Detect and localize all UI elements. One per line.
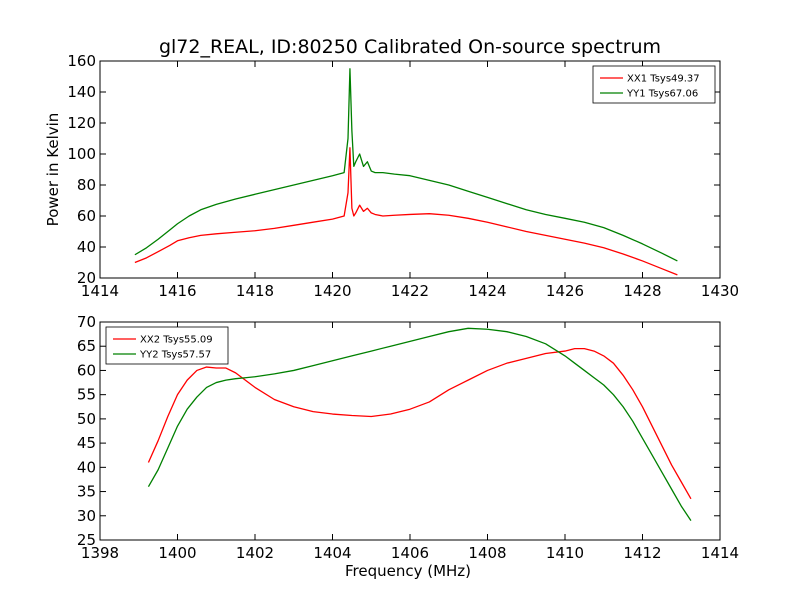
x-tick-label: 1428 bbox=[623, 282, 661, 300]
y-tick-label: 140 bbox=[67, 83, 96, 101]
y-tick-label: 55 bbox=[77, 386, 96, 404]
y-tick-label: 120 bbox=[67, 114, 96, 132]
legend-entry: XX2 Tsys55.09 bbox=[140, 335, 213, 346]
series-line-2 bbox=[134, 68, 678, 262]
x-axis-label: Frequency (MHz) bbox=[345, 562, 471, 580]
series-line-2 bbox=[147, 327, 692, 521]
legend: XX2 Tsys55.09 YY2 Tsys57.57 bbox=[105, 326, 229, 365]
x-tick-label: 1412 bbox=[623, 544, 661, 562]
legend-entry: XX1 Tsys49.37 bbox=[627, 74, 700, 85]
x-tick-label: 1410 bbox=[546, 544, 584, 562]
y-tick-label: 40 bbox=[77, 238, 96, 256]
y-tick-label: 60 bbox=[77, 361, 96, 379]
x-tick-label: 1398 bbox=[81, 544, 119, 562]
y-tick-label: 50 bbox=[77, 410, 96, 428]
y-tick-label: 25 bbox=[77, 531, 96, 549]
x-tick-label: 1402 bbox=[236, 544, 274, 562]
x-tick-label: 1414 bbox=[701, 544, 739, 562]
x-tick-label: 1400 bbox=[158, 544, 196, 562]
x-tick-label: 1426 bbox=[546, 282, 584, 300]
y-tick-label: 65 bbox=[77, 337, 96, 355]
legend: XX1 Tsys49.37 YY1 Tsys67.06 bbox=[592, 65, 716, 104]
y-tick-label: 70 bbox=[77, 313, 96, 331]
x-tick-label: 1404 bbox=[313, 544, 351, 562]
x-tick-label: 1406 bbox=[391, 544, 429, 562]
x-tick-label: 1424 bbox=[468, 282, 506, 300]
x-tick-label: 1418 bbox=[236, 282, 274, 300]
bottom-panel: 1398 1400 1402 1404 1406 1408 1410 1412 1414 25 30… bbox=[77, 313, 739, 580]
y-tick-label: 80 bbox=[77, 176, 96, 194]
x-tick-label: 1430 bbox=[701, 282, 739, 300]
y-tick-label: 60 bbox=[77, 207, 96, 225]
y-tick-label: 160 bbox=[67, 52, 96, 70]
chart-title: gl72_REAL, ID:80250 Calibrated On-source… bbox=[159, 36, 661, 58]
y-tick-label: 45 bbox=[77, 434, 96, 452]
legend-box bbox=[105, 326, 229, 365]
legend-entry: YY1 Tsys67.06 bbox=[626, 89, 698, 100]
x-tick-label: 1408 bbox=[468, 544, 506, 562]
x-tick-label: 1416 bbox=[158, 282, 196, 300]
legend-entry: YY2 Tsys57.57 bbox=[139, 350, 211, 361]
y-axis-label: Power in Kelvin bbox=[44, 113, 62, 227]
y-tick-label: 100 bbox=[67, 145, 96, 163]
y-tick-label: 35 bbox=[77, 483, 96, 501]
legend-box bbox=[592, 65, 716, 104]
x-tick-label: 1420 bbox=[313, 282, 351, 300]
x-tick-label: 1422 bbox=[391, 282, 429, 300]
y-tick-label: 20 bbox=[77, 269, 96, 287]
series-line-1 bbox=[134, 147, 678, 276]
series-line-1 bbox=[147, 347, 692, 500]
y-tick-label: 30 bbox=[77, 507, 96, 525]
y-tick-label: 40 bbox=[77, 458, 96, 476]
x-tick-label: 1414 bbox=[81, 282, 119, 300]
top-panel: 1414 1416 1418 1420 1422 1424 1426 1428 1430 20 40… bbox=[44, 52, 739, 300]
